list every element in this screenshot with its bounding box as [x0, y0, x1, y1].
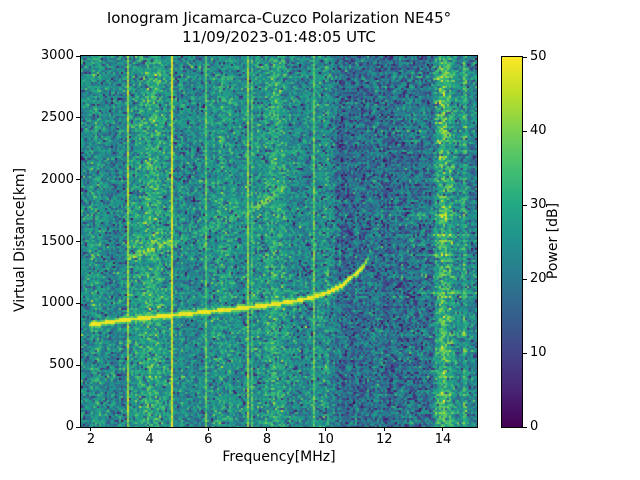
colorbar-tick-mark — [523, 204, 527, 206]
x-tick-mark — [442, 427, 444, 431]
y-tick-mark — [76, 179, 80, 181]
x-tick-mark — [90, 427, 92, 431]
y-tick-mark — [76, 117, 80, 119]
y-tick-label: 2500 — [40, 109, 74, 125]
colorbar-label: Power [dB] — [545, 202, 561, 280]
x-tick-label: 12 — [376, 432, 393, 447]
y-tick-label: 2000 — [40, 171, 74, 187]
x-tick-label: 8 — [262, 432, 272, 447]
x-tick-label: 2 — [86, 432, 96, 447]
y-tick-label: 1500 — [40, 233, 74, 249]
x-tick-label: 6 — [204, 432, 213, 447]
x-tick-label: 4 — [145, 432, 154, 447]
colorbar-tick-label: 30 — [530, 197, 547, 212]
x-tick-mark — [325, 427, 327, 431]
colorbar-tick-mark — [523, 130, 527, 132]
colorbar-tick-label: 50 — [530, 49, 547, 64]
chart-title: Ionogram Jicamarca-Cuzco Polarization NE… — [29, 9, 529, 47]
chart-title-line1: Ionogram Jicamarca-Cuzco Polarization NE… — [106, 9, 452, 27]
colorbar — [501, 56, 523, 428]
x-tick-mark — [383, 427, 385, 431]
colorbar-tick-label: 40 — [530, 123, 547, 138]
y-tick-label: 0 — [65, 419, 74, 434]
y-tick-label: 3000 — [40, 48, 74, 63]
y-tick-label: 500 — [49, 357, 74, 373]
y-tick-mark — [76, 364, 80, 366]
chart-title-line2: 11/09/2023-01:48:05 UTC — [182, 28, 376, 46]
plot-area — [80, 55, 478, 428]
colorbar-tick-mark — [523, 278, 527, 280]
colorbar-tick-mark — [523, 56, 527, 58]
y-axis-label: Virtual Distance[km] — [12, 167, 28, 313]
ionogram-heatmap — [81, 56, 477, 427]
colorbar-tick-label: 10 — [530, 345, 547, 360]
colorbar-tick-mark — [523, 352, 527, 354]
colorbar-tick-label: 20 — [530, 271, 547, 286]
x-tick-mark — [266, 427, 268, 431]
y-tick-mark — [76, 241, 80, 242]
x-tick-mark — [149, 427, 151, 431]
y-tick-mark — [76, 426, 80, 428]
y-tick-label: 1000 — [40, 295, 74, 311]
y-tick-mark — [76, 55, 80, 57]
y-tick-mark — [76, 302, 80, 304]
colorbar-tick-label: 0 — [530, 419, 539, 434]
x-tick-label: 14 — [434, 432, 452, 447]
x-axis-label: Frequency[MHz] — [222, 449, 336, 465]
colorbar-tick-mark — [523, 426, 527, 428]
x-tick-mark — [207, 427, 209, 431]
x-tick-label: 10 — [317, 432, 334, 447]
